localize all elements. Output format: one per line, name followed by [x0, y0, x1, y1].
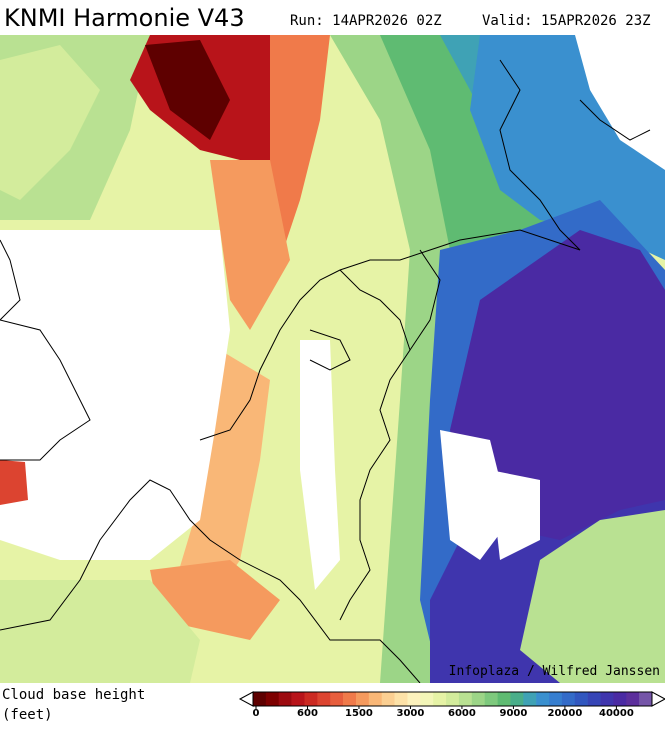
colorbar-tick-label: 0	[253, 708, 260, 719]
colorbar-swatch	[330, 692, 344, 706]
colorbar-tick-label: 40000	[599, 708, 634, 719]
colorbar-swatch	[355, 692, 370, 706]
map	[0, 35, 665, 683]
colorbar-swatch	[253, 692, 267, 706]
credit: Infoplaza / Wilfred Janssen	[449, 664, 660, 679]
colorbar-swatch	[626, 692, 640, 706]
colorbar-swatch	[446, 692, 460, 706]
colorbar-swatch	[536, 692, 550, 706]
colorbar-swatch	[317, 692, 331, 706]
colorbar-swatch	[549, 692, 563, 706]
legend-unit: (feet)	[2, 707, 53, 723]
colorbar-arrow-low	[238, 691, 254, 707]
colorbar-swatch	[291, 692, 305, 706]
colorbar-swatch	[497, 692, 511, 706]
colorbar-arrow-high	[651, 691, 665, 707]
title: KNMI Harmonie V43	[4, 4, 245, 32]
colorbar-swatch	[510, 692, 524, 706]
colorbar-tick-label: 1500	[345, 708, 373, 719]
colorbar-swatch	[304, 692, 318, 706]
colorbar: 0 600 1500 3000 6000 9000 20000 40000	[238, 691, 665, 719]
colorbar-swatch	[381, 692, 395, 706]
colorbar-swatch	[278, 692, 292, 706]
colorbar-swatch	[394, 692, 408, 706]
colorbar-swatch	[471, 692, 485, 706]
colorbar-swatch	[458, 692, 473, 706]
colorbar-tick-label: 600	[297, 708, 318, 719]
colorbar-swatch	[523, 692, 537, 706]
colorbar-frame	[252, 691, 653, 707]
valid-time: Valid: 15APR2026 23Z	[482, 13, 651, 29]
run-time: Run: 14APR2026 02Z	[290, 13, 442, 29]
colorbar-swatch	[613, 692, 627, 706]
legend-title: Cloud base height	[2, 687, 145, 703]
colorbar-tick-label: 9000	[499, 708, 527, 719]
colorbar-swatch	[561, 692, 576, 706]
colorbar-swatch	[343, 692, 357, 706]
colorbar-swatch	[600, 692, 614, 706]
colorbar-swatch	[639, 692, 653, 706]
colorbar-tick-label: 6000	[448, 708, 476, 719]
colorbar-swatch	[484, 692, 498, 706]
colorbar-swatch	[587, 692, 601, 706]
colorbar-swatch	[574, 692, 588, 706]
colorbar-swatch	[265, 692, 280, 706]
colorbar-swatch	[368, 692, 383, 706]
colorbar-tick-label: 20000	[548, 708, 583, 719]
colorbar-swatch	[420, 692, 434, 706]
colorbar-tick-label: 3000	[397, 708, 425, 719]
colorbar-swatch	[433, 692, 447, 706]
colorbar-swatch	[407, 692, 421, 706]
